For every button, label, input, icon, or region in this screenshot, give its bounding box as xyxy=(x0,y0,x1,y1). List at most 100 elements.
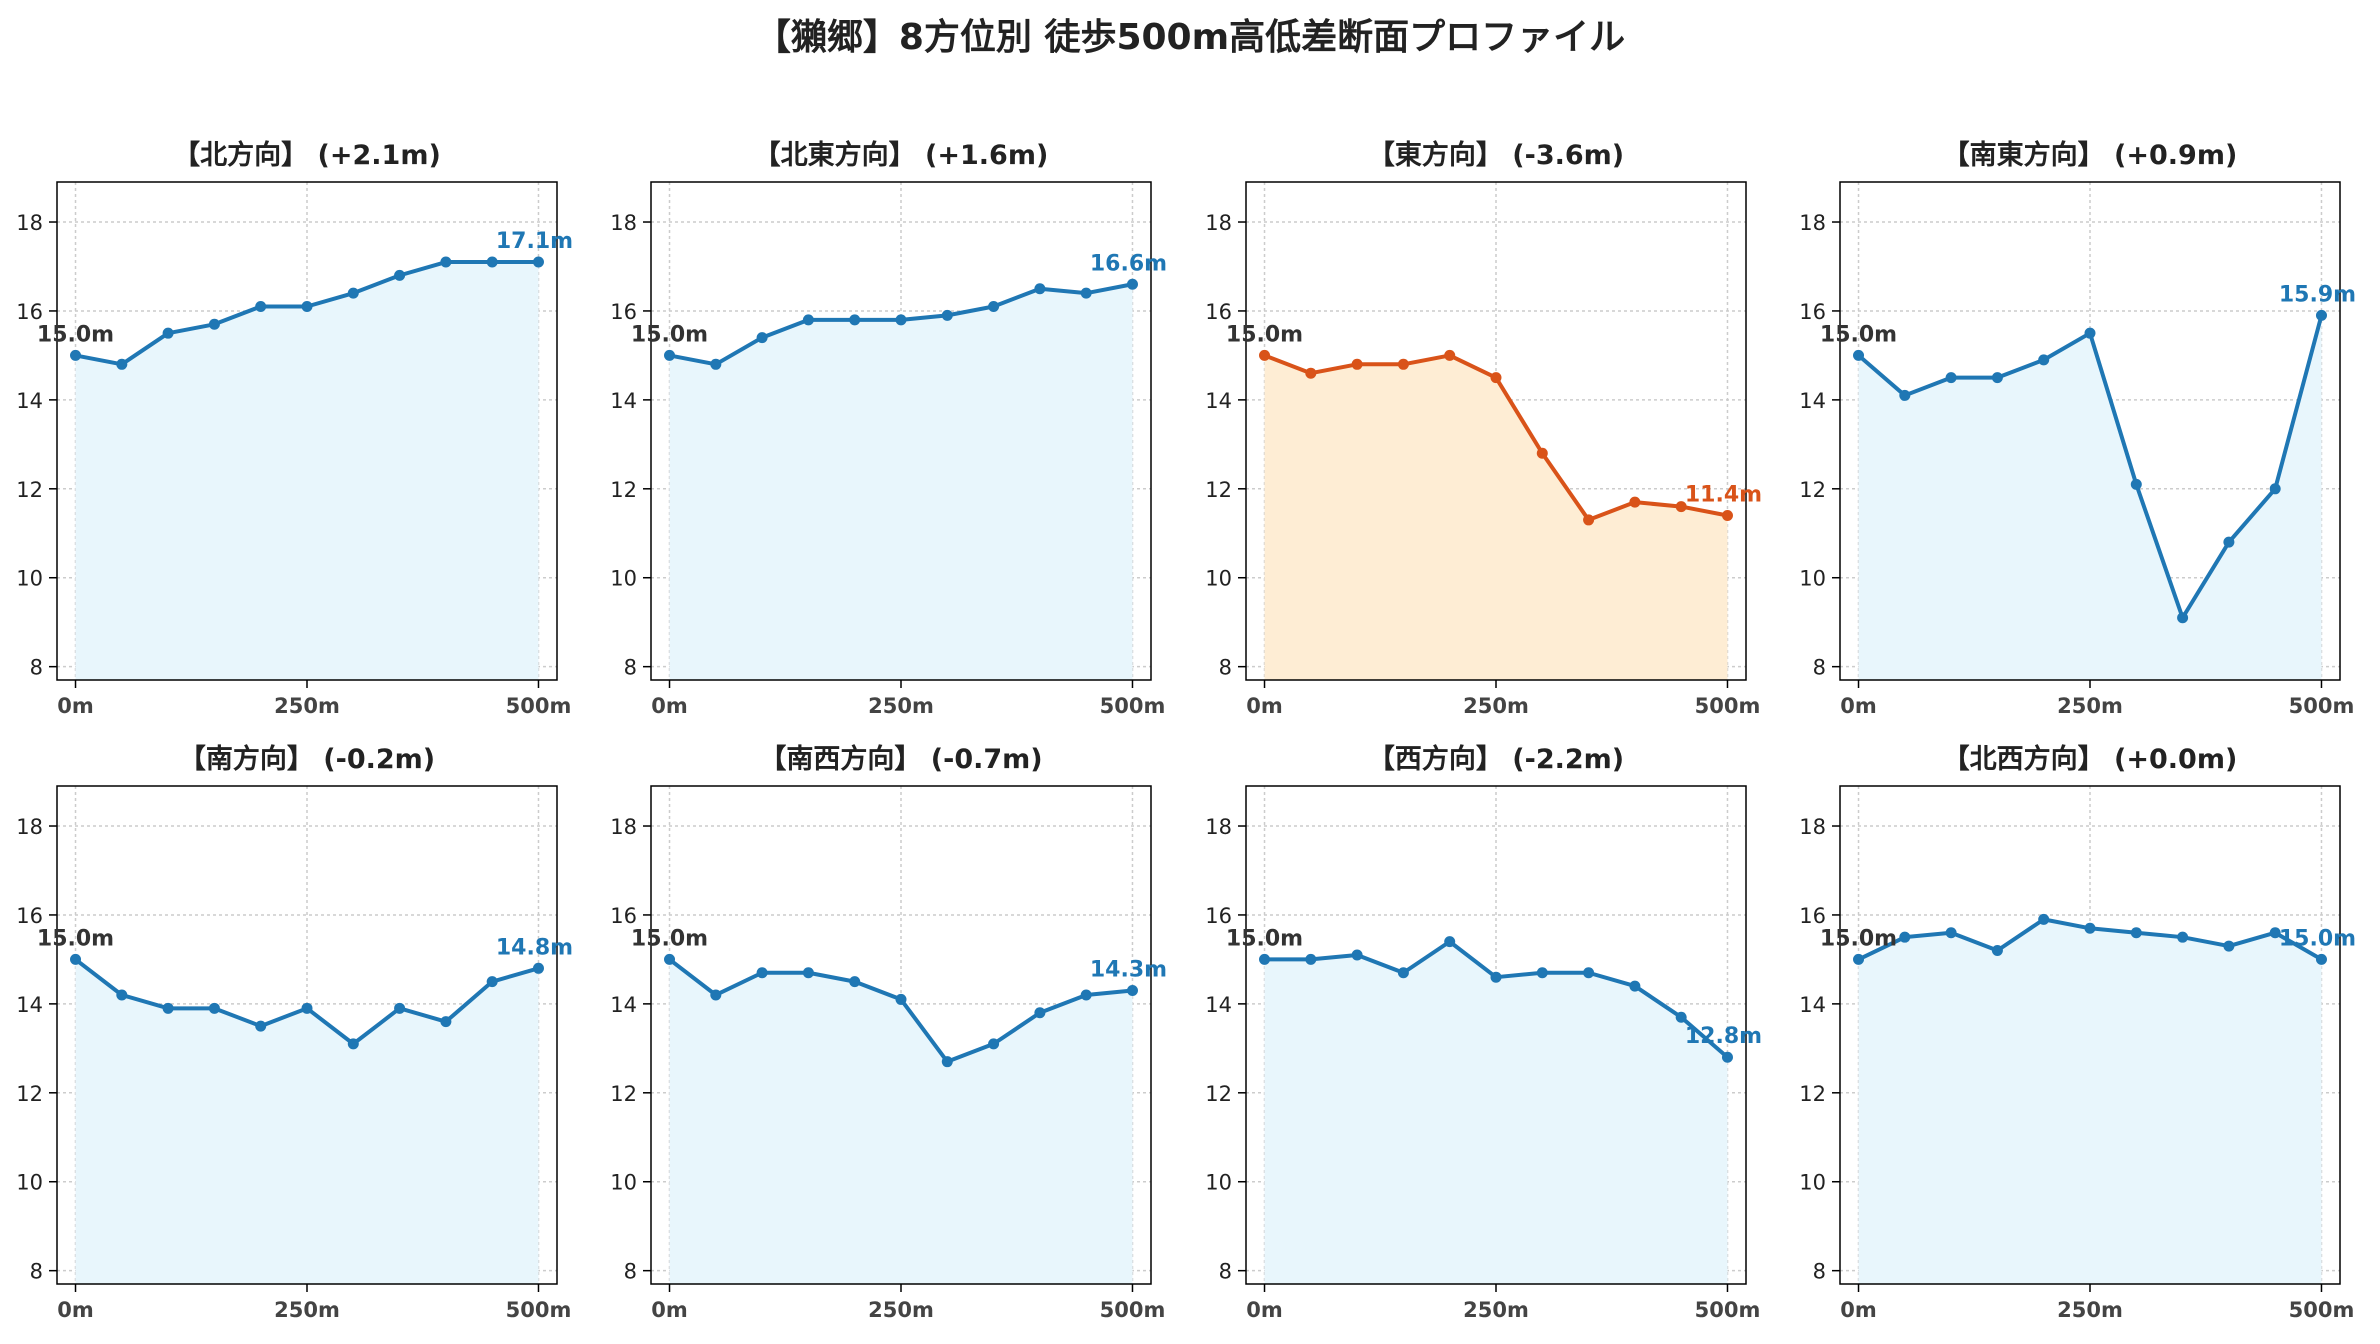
data-point xyxy=(532,256,544,268)
x-tick-label: 0m xyxy=(57,694,94,718)
data-point xyxy=(1444,936,1456,948)
data-point xyxy=(394,269,406,281)
end-value-label: 14.8m xyxy=(496,935,573,960)
start-value-label: 15.0m xyxy=(37,322,114,347)
subplot-1: 【北方向】 (+2.1m) 0m 250m 500m 8 10 12 14 16 18 15.0m 1… xyxy=(16,139,573,718)
data-point xyxy=(2315,953,2327,965)
y-tick-label: 14 xyxy=(16,389,43,413)
area-fill xyxy=(1264,941,1728,1284)
y-tick-label: 8 xyxy=(1219,656,1232,680)
y-tick-label: 14 xyxy=(610,993,637,1017)
data-point xyxy=(2038,913,2050,925)
data-point xyxy=(2130,478,2142,490)
x-tick-label: 250m xyxy=(274,1298,340,1322)
y-tick-label: 14 xyxy=(1205,389,1232,413)
data-point xyxy=(895,314,907,326)
data-point xyxy=(710,989,722,1001)
data-point xyxy=(1536,447,1548,459)
y-tick-label: 10 xyxy=(1799,1171,1826,1195)
subplot-2: 【北東方向】 (+1.6m) 0m 250m 500m 8 10 12 14 16 18 15.0m… xyxy=(610,139,1167,718)
start-value-label: 15.0m xyxy=(1226,322,1303,347)
y-tick-label: 16 xyxy=(1799,904,1826,928)
subplot-title: 【南西方向】 (-0.7m) xyxy=(759,743,1042,775)
data-point xyxy=(988,301,1000,312)
x-tick-label: 500m xyxy=(2289,694,2355,718)
data-point xyxy=(1034,1007,1046,1019)
x-tick-label: 0m xyxy=(57,1298,94,1322)
data-point xyxy=(2177,612,2189,624)
data-point xyxy=(1259,953,1271,965)
x-tick-label: 500m xyxy=(2289,1298,2355,1322)
y-tick-label: 12 xyxy=(610,478,637,502)
data-point xyxy=(756,332,768,344)
x-tick-label: 0m xyxy=(651,1298,688,1322)
x-tick-label: 500m xyxy=(506,694,572,718)
data-point xyxy=(1721,1051,1733,1063)
y-tick-label: 12 xyxy=(1205,478,1232,502)
subplot-title: 【北西方向】 (+0.0m) xyxy=(1943,743,2238,775)
area-fill xyxy=(75,262,539,680)
start-value-label: 15.0m xyxy=(631,322,708,347)
x-tick-label: 250m xyxy=(868,1298,934,1322)
subplot-6: 【南西方向】 (-0.7m) 0m 250m 500m 8 10 12 14 16 18 15.0m… xyxy=(610,743,1167,1322)
y-tick-label: 8 xyxy=(1813,1260,1826,1284)
data-point xyxy=(756,967,768,979)
y-tick-label: 8 xyxy=(1813,656,1826,680)
subplot-title: 【東方向】 (-3.6m) xyxy=(1368,139,1624,171)
data-point xyxy=(2130,927,2142,939)
subplot-title: 【南東方向】 (+0.9m) xyxy=(1943,139,2238,171)
x-tick-label: 0m xyxy=(1840,694,1877,718)
data-point xyxy=(802,314,814,326)
x-tick-label: 0m xyxy=(1246,694,1283,718)
data-point xyxy=(1583,967,1595,979)
y-tick-label: 12 xyxy=(1799,1082,1826,1106)
subplot-title: 【北東方向】 (+1.6m) xyxy=(754,139,1049,171)
data-point xyxy=(1721,509,1733,521)
y-tick-label: 18 xyxy=(1205,815,1232,839)
data-point xyxy=(208,1002,220,1014)
data-point xyxy=(1945,372,1957,384)
data-point xyxy=(2084,327,2096,339)
y-tick-label: 12 xyxy=(1205,1082,1232,1106)
data-point xyxy=(1305,953,1317,965)
y-tick-label: 8 xyxy=(30,1260,43,1284)
data-point xyxy=(2269,483,2281,495)
y-tick-label: 8 xyxy=(1219,1260,1232,1284)
end-value-label: 15.0m xyxy=(2279,926,2356,951)
data-point xyxy=(116,358,128,370)
data-point xyxy=(988,1038,1000,1050)
data-point xyxy=(1397,967,1409,979)
y-tick-label: 18 xyxy=(1799,815,1826,839)
y-tick-label: 18 xyxy=(1205,211,1232,235)
data-point xyxy=(70,349,82,361)
y-tick-label: 16 xyxy=(610,904,637,928)
data-point xyxy=(255,1020,267,1032)
subplot-title: 【北方向】 (+2.1m) xyxy=(173,139,441,171)
data-point xyxy=(1675,1011,1687,1023)
y-tick-label: 8 xyxy=(624,1260,637,1284)
data-point xyxy=(2084,922,2096,934)
area-fill xyxy=(669,284,1133,680)
data-point xyxy=(1080,989,1092,1001)
y-tick-label: 10 xyxy=(1205,567,1232,591)
start-value-label: 15.0m xyxy=(37,926,114,951)
data-point xyxy=(1583,514,1595,526)
subplot-8: 【北西方向】 (+0.0m) 0m 250m 500m 8 10 12 14 16 18 15.0m… xyxy=(1799,743,2356,1322)
data-point xyxy=(255,301,267,312)
y-tick-label: 18 xyxy=(610,211,637,235)
data-point xyxy=(1305,367,1317,379)
area-fill xyxy=(1858,919,2322,1284)
start-value-label: 15.0m xyxy=(1226,926,1303,951)
y-tick-label: 12 xyxy=(1799,478,1826,502)
x-tick-label: 0m xyxy=(1246,1298,1283,1322)
y-tick-label: 16 xyxy=(610,300,637,324)
y-tick-label: 10 xyxy=(1799,567,1826,591)
data-point xyxy=(2223,940,2235,952)
data-point xyxy=(895,993,907,1005)
data-point xyxy=(532,962,544,974)
y-tick-label: 10 xyxy=(610,567,637,591)
data-point xyxy=(1126,985,1138,997)
y-tick-label: 14 xyxy=(1799,389,1826,413)
data-point xyxy=(440,1016,452,1028)
